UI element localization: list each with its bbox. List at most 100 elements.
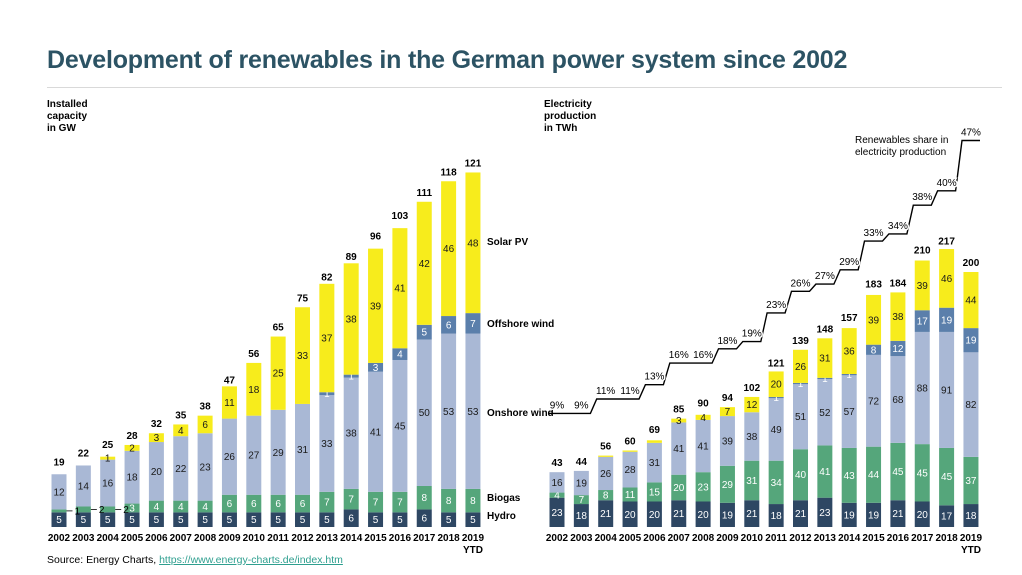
segment-label-biogas: 15 <box>649 487 661 498</box>
bar-segment-offshore-wind <box>416 324 432 340</box>
segment-label-hydro: 20 <box>698 510 710 521</box>
segment-label-onshore-wind: 53 <box>467 407 479 418</box>
bar-segment-biogas <box>768 460 784 505</box>
segment-label-hydro: 6 <box>348 514 354 525</box>
bar-segment-solar-pv <box>963 272 979 329</box>
segment-label-hydro: 18 <box>965 511 977 522</box>
year-tick-label: 2002 <box>546 533 569 544</box>
bar-segment-biogas <box>890 442 906 501</box>
bar-segment-onshore-wind <box>75 465 91 507</box>
segment-label-hydro: 21 <box>795 509 807 520</box>
total-label: 210 <box>914 245 931 256</box>
bar-segment-hydro <box>51 512 67 527</box>
segment-label-biogas: 40 <box>795 470 807 481</box>
share-label: 9% <box>574 400 589 411</box>
segment-label-onshore-wind: 72 <box>868 396 880 407</box>
bar-segment-hydro <box>173 512 189 527</box>
segment-label-offshore-wind: 5 <box>421 328 427 339</box>
total-label: 82 <box>321 273 333 284</box>
share-label: 18% <box>717 336 737 347</box>
segment-label-onshore-wind: 16 <box>551 478 563 489</box>
segment-label-hydro: 21 <box>892 509 904 520</box>
segment-label-hydro: 6 <box>421 514 427 525</box>
segment-label-hydro: 19 <box>722 510 734 521</box>
segment-label-biogas: 4 <box>178 502 184 513</box>
year-tick-label: 2003 <box>570 533 593 544</box>
segment-label-solar-pv: 1 <box>105 454 111 465</box>
segment-label-hydro: 19 <box>844 510 856 521</box>
total-label: 184 <box>890 278 907 289</box>
bar-segment-solar-pv <box>939 249 955 308</box>
bar-segment-offshore-wind <box>890 340 906 357</box>
segment-label-solar-pv: 25 <box>273 369 285 380</box>
total-label: 89 <box>346 252 358 263</box>
total-label: 103 <box>392 211 409 222</box>
total-label: 43 <box>551 458 563 469</box>
bar-segment-hydro <box>343 509 359 527</box>
bar-segment-solar-pv <box>392 228 408 349</box>
year-tick-label: 2008 <box>692 533 715 544</box>
bar-segment-biogas <box>148 500 164 513</box>
segment-label-offshore-wind: 17 <box>917 317 929 328</box>
segment-label-offshore-wind: 7 <box>470 319 476 330</box>
bar-segment-offshore-wind <box>392 348 408 360</box>
bar-segment-biogas <box>866 446 882 503</box>
total-label: 139 <box>792 336 809 347</box>
year-tick-label: 2002 <box>48 533 71 544</box>
year-tick-label: 2018 <box>437 533 460 544</box>
bar-segment-offshore-wind <box>319 392 335 396</box>
bar-segment-hydro <box>646 501 662 527</box>
share-label: 47% <box>961 128 981 139</box>
bar-segment-biogas <box>465 488 481 513</box>
bar-segment-onshore-wind <box>197 433 213 501</box>
segment-label-hydro: 5 <box>397 515 403 526</box>
bar-segment-hydro <box>441 512 457 527</box>
bar-segment-biogas <box>319 491 335 513</box>
bar-segment-solar-pv <box>246 362 262 416</box>
segment-label-onshore-wind: 26 <box>224 452 236 463</box>
share-label: 27% <box>815 271 835 282</box>
year-tick-label: 2004 <box>595 533 618 544</box>
total-label: 56 <box>600 442 612 453</box>
segment-label-solar-pv: 42 <box>419 259 431 270</box>
segment-label-hydro: 19 <box>868 510 880 521</box>
bar-segment-hydro <box>75 512 91 527</box>
bar-segment-biogas <box>817 445 833 498</box>
year-tick-label: 2010 <box>741 533 764 544</box>
year-tick-label: 2015 <box>862 533 885 544</box>
segment-label-hydro: 5 <box>446 515 452 526</box>
bar-segment-biogas <box>197 500 213 513</box>
bar-segment-onshore-wind <box>817 379 833 446</box>
year-tick-label: 2006 <box>643 533 666 544</box>
bar-segment-onshore-wind <box>890 356 906 443</box>
bar-segment-hydro <box>295 512 310 527</box>
bar-segment-biogas <box>173 500 189 513</box>
segment-label-solar-pv: 39 <box>370 301 382 312</box>
segment-label-onshore-wind: 38 <box>346 429 358 440</box>
segment-label-onshore-wind: 49 <box>771 425 783 436</box>
bar-segment-offshore-wind <box>939 307 955 332</box>
year-tick-label: 2019 <box>462 533 485 544</box>
year-tick-label: 2012 <box>789 533 812 544</box>
segment-label-onshore-wind: 53 <box>443 407 455 418</box>
bar-segment-biogas <box>100 506 116 513</box>
segment-label-hydro: 23 <box>551 508 563 519</box>
segment-label-biogas: 7 <box>579 495 585 506</box>
segment-label-solar-pv: 7 <box>725 407 731 418</box>
bar-segment-offshore-wind <box>368 362 384 372</box>
bar-segment-onshore-wind <box>173 436 189 501</box>
bar-segment-solar-pv <box>622 450 638 452</box>
source-link[interactable]: https://www.energy-charts.de/index.htm <box>159 554 343 566</box>
bar-segment-hydro <box>221 512 237 527</box>
segment-label-biogas: 8 <box>603 491 609 502</box>
bar-segment-onshore-wind <box>963 352 979 457</box>
bar-segment-solar-pv <box>914 260 930 311</box>
bar-segment-solar-pv <box>890 292 906 341</box>
segment-label-biogas: 23 <box>698 482 710 493</box>
bar-segment-biogas <box>598 490 614 501</box>
bar-segment-offshore-wind <box>817 377 833 380</box>
segment-label-hydro: 18 <box>771 511 783 522</box>
bar-segment-hydro <box>148 512 164 527</box>
bar-segment-offshore-wind <box>914 310 930 332</box>
